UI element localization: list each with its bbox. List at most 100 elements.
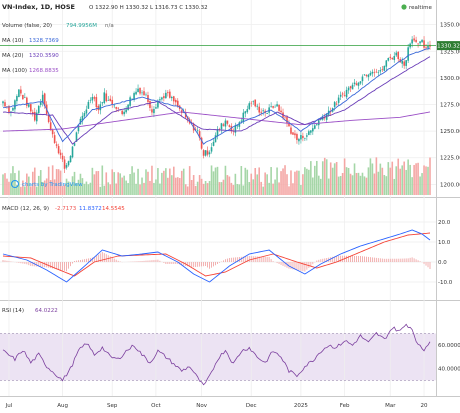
volume-bar [399, 168, 402, 195]
candle-body [41, 94, 44, 103]
volume-bar [51, 165, 54, 195]
volume-bar [371, 163, 374, 195]
candle-body [387, 57, 390, 61]
volume-bar [93, 174, 96, 195]
volume-bar [268, 182, 270, 195]
volume-bar [214, 167, 217, 195]
candle-body [359, 81, 362, 84]
volume-bar [186, 186, 189, 195]
volume-bar [206, 183, 209, 195]
volume-bar [69, 183, 72, 195]
volume-bar [405, 169, 407, 195]
candle-body [14, 100, 16, 110]
candle-body [355, 83, 358, 86]
volume-bar [339, 176, 342, 195]
volume-bar [33, 167, 36, 195]
volume-bar [296, 170, 298, 195]
macd-signal-value: 14.5545 [102, 206, 125, 212]
volume-bar [16, 184, 18, 195]
candle-body [174, 99, 177, 103]
candle-body [73, 143, 76, 146]
candle-body [252, 100, 255, 102]
candle-body [75, 132, 78, 142]
volume-bar [361, 172, 364, 195]
volume-bar [256, 174, 259, 195]
candle-body [323, 117, 326, 119]
candle-body [37, 105, 40, 114]
candle-body [167, 92, 169, 94]
volume-bar [248, 182, 251, 195]
volume-bar [194, 185, 197, 195]
candle-body [63, 159, 66, 169]
volume-bar [30, 186, 32, 195]
volume-bar [59, 170, 62, 195]
candle-body [288, 123, 290, 127]
volume-bar [147, 171, 149, 195]
candle-body [278, 104, 280, 111]
volume-bar [87, 184, 90, 195]
candle-body [165, 92, 167, 99]
volume-bar [133, 172, 135, 195]
candle-body [280, 110, 282, 113]
legend-main: VN-Index, 1D, HOSE O 1322.90 H 1330.32 L… [2, 3, 432, 74]
candle-body [304, 138, 306, 139]
volume-bar [351, 175, 354, 195]
realtime-label: realtime [409, 5, 432, 11]
volume-bar [367, 167, 370, 195]
x-tick-label: Nov [196, 403, 207, 409]
macd-line [2, 229, 431, 283]
candle-body [125, 109, 127, 113]
candle-body [397, 51, 400, 60]
volume-bar [8, 181, 10, 195]
volume-bar [365, 177, 368, 195]
candle-body [417, 43, 419, 45]
macd-line-value: 11.8372 [79, 206, 102, 212]
volume-bar [178, 177, 181, 195]
candle-body [12, 108, 14, 111]
price-tick-label: 1325.00 [440, 49, 460, 55]
x-tick-label: Aug [57, 403, 68, 409]
candle-body [292, 132, 294, 135]
volume-bar [321, 161, 324, 195]
candle-body [171, 96, 173, 99]
candle-body [224, 120, 227, 127]
candle-body [242, 112, 245, 123]
volume-bar [421, 173, 423, 195]
candle-body [159, 99, 161, 101]
volume-bar [276, 167, 278, 195]
volume-bar [349, 173, 352, 195]
volume-bar [411, 177, 413, 195]
volume-bar [26, 173, 28, 195]
legend-macd: MACD (12, 26, 9) -2.7173 11.8372 14.5545 [2, 206, 125, 212]
candle-body [79, 118, 82, 125]
volume-bar [161, 172, 163, 195]
candle-body [294, 133, 296, 136]
candle-body [22, 94, 24, 100]
candle-body [238, 122, 241, 127]
volume-bar [117, 172, 119, 195]
candle-body [33, 111, 36, 121]
volume-bar [312, 177, 314, 195]
candle-body [101, 102, 104, 104]
rsi-line [2, 323, 431, 386]
candle-body [28, 104, 30, 107]
candle-body [59, 152, 62, 156]
volume-value: 794.9956M [66, 23, 97, 29]
volume-bar [47, 166, 50, 195]
volume-bar [210, 165, 213, 195]
volume-bar [99, 186, 102, 195]
volume-bar [401, 165, 403, 195]
volume-bar [327, 178, 330, 195]
realtime-icon [401, 4, 407, 10]
candle-body [300, 135, 302, 140]
candle-body [228, 125, 231, 127]
volume-bar [286, 174, 288, 195]
ma10-line [2, 47, 431, 145]
candle-body [377, 72, 380, 73]
candle-body [325, 113, 328, 120]
candle-body [8, 105, 10, 112]
volume-bar [353, 163, 356, 195]
candle-body [345, 89, 348, 98]
symbol-title: VN-Index, 1D, HOSE [2, 3, 75, 11]
